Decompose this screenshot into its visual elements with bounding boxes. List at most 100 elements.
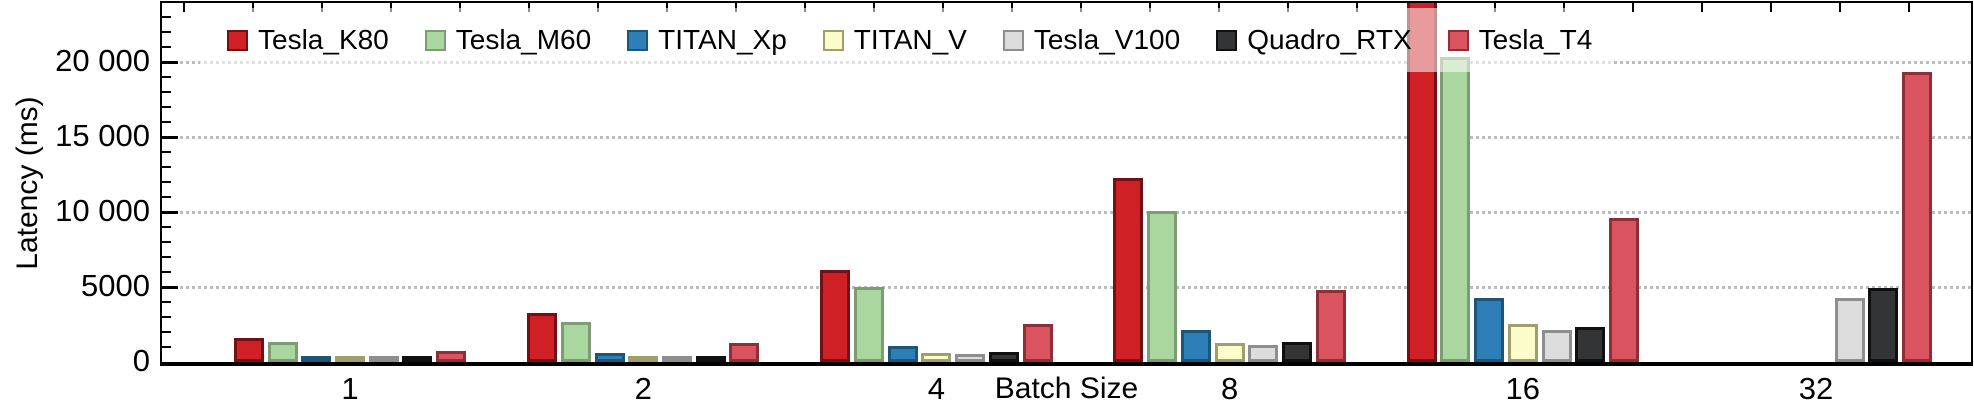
y-tick-label: 15 000 <box>55 118 150 153</box>
legend-swatch-TITAN_Xp <box>627 29 649 51</box>
bar-TITAN_Xp-batch4 <box>888 346 918 362</box>
x-tick-label-batch-2: 2 <box>634 371 652 406</box>
legend-item-Tesla_V100: Tesla_V100 <box>1002 24 1181 55</box>
bar-TITAN_V-batch8 <box>1215 343 1245 362</box>
bar-Quadro_RTX-batch4 <box>989 352 1019 362</box>
bar-Tesla_V100-batch4 <box>955 354 985 362</box>
x-top-tick <box>1839 3 1841 12</box>
legend-label: TITAN_V <box>853 24 967 55</box>
legend-label: Tesla_V100 <box>1033 24 1181 55</box>
legend: Tesla_K80 Tesla_M60 TITAN_Xp TITAN_V Tesla_V… <box>200 8 1613 72</box>
legend-label: Tesla_K80 <box>258 24 389 55</box>
x-top-tick <box>183 3 185 12</box>
gridline <box>162 211 1971 214</box>
x-tick-label-batch-4: 4 <box>927 371 946 406</box>
legend-item-Tesla_T4: Tesla_T4 <box>1447 24 1593 55</box>
bar-Tesla_M60-batch16 <box>1440 57 1470 362</box>
x-top-tick <box>597 3 599 12</box>
y-tick-label: 0 <box>132 343 150 378</box>
y-minor-tick <box>162 301 171 303</box>
legend-swatch-Tesla_T4 <box>1447 29 1469 51</box>
y-minor-tick <box>162 91 171 93</box>
x-top-tick <box>1287 3 1289 12</box>
bar-Quadro_RTX-batch1 <box>402 356 432 362</box>
legend-swatch-Tesla_V100 <box>1002 29 1024 51</box>
bar-Tesla_T4-batch32 <box>1902 72 1932 362</box>
y-minor-tick <box>162 16 171 18</box>
bar-TITAN_Xp-batch2 <box>595 353 625 362</box>
x-tick-label-batch-8: 8 <box>1220 371 1239 406</box>
bar-TITAN_Xp-batch16 <box>1474 298 1504 362</box>
bar-TITAN_Xp-batch8 <box>1181 330 1211 362</box>
gridline <box>162 286 1971 289</box>
bar-Tesla_M60-batch1 <box>268 342 298 362</box>
legend-item-Quadro_RTX: Quadro_RTX <box>1216 26 1412 54</box>
x-tick-label-batch-1: 1 <box>341 371 359 406</box>
y-tick-label: 20 000 <box>55 43 150 78</box>
bar-Quadro_RTX-batch16 <box>1575 327 1605 362</box>
bar-Tesla_T4-batch1 <box>436 351 466 362</box>
bar-Tesla_M60-batch2 <box>561 322 591 362</box>
y-major-tick <box>162 136 178 139</box>
bar-Tesla_K80-batch4 <box>820 270 850 362</box>
x-top-tick <box>1563 3 1565 12</box>
legend-label: Tesla_M60 <box>455 24 592 55</box>
bar-Tesla_V100-batch32 <box>1835 298 1865 362</box>
bar-TITAN_V-batch1 <box>335 356 365 362</box>
bar-Tesla_M60-batch4 <box>854 287 884 362</box>
x-top-tick <box>735 3 737 12</box>
x-top-tick <box>1632 3 1634 12</box>
bar-TITAN_Xp-batch1 <box>301 356 331 362</box>
x-top-tick <box>1770 3 1772 12</box>
x-axis-title: Batch Size <box>994 372 1139 405</box>
legend-label: TITAN_Xp <box>658 24 787 55</box>
x-top-tick <box>252 3 254 12</box>
bar-Tesla_T4-batch4 <box>1023 324 1053 362</box>
legend-swatch-TITAN_V <box>822 29 844 51</box>
bar-Tesla_T4-batch8 <box>1316 290 1346 362</box>
y-minor-tick <box>162 181 171 183</box>
bar-Tesla_V100-batch1 <box>369 356 399 362</box>
x-top-tick <box>390 3 392 12</box>
y-minor-tick <box>162 46 171 48</box>
legend-item-TITAN_Xp: TITAN_Xp <box>627 26 787 54</box>
x-tick-label-batch-16: 16 <box>1505 371 1541 406</box>
y-minor-tick <box>162 151 171 153</box>
y-minor-tick <box>162 316 171 318</box>
bar-Tesla_M60-batch8 <box>1147 211 1177 362</box>
y-major-tick <box>162 286 178 289</box>
bar-Tesla_K80-batch1 <box>234 338 264 362</box>
x-tick-label-batch-32: 32 <box>1798 371 1834 406</box>
y-minor-tick <box>162 76 171 78</box>
legend-swatch-Tesla_K80 <box>227 29 248 51</box>
x-top-tick <box>1080 3 1082 12</box>
y-minor-tick <box>162 346 171 348</box>
y-minor-tick <box>162 106 171 108</box>
legend-item-Tesla_M60: Tesla_M60 <box>424 24 592 55</box>
x-top-tick <box>873 3 875 12</box>
x-top-tick <box>804 3 806 12</box>
y-major-tick <box>162 211 178 214</box>
x-top-tick <box>1011 3 1013 12</box>
y-minor-tick <box>162 241 171 243</box>
x-top-tick <box>1494 3 1496 12</box>
x-top-tick <box>1701 3 1703 12</box>
bar-Tesla_T4-batch2 <box>729 343 759 362</box>
x-top-tick <box>1908 3 1910 12</box>
x-top-tick <box>1356 3 1358 12</box>
x-top-tick <box>1149 3 1151 12</box>
bar-Tesla_V100-batch8 <box>1248 345 1278 362</box>
x-top-tick <box>666 3 668 12</box>
bar-TITAN_V-batch2 <box>628 356 658 362</box>
bar-Tesla_V100-batch2 <box>662 356 692 362</box>
x-top-tick <box>321 3 323 12</box>
x-top-tick <box>528 3 530 12</box>
y-minor-tick <box>162 31 171 33</box>
y-minor-tick <box>162 196 171 198</box>
y-major-tick <box>162 61 178 64</box>
y-minor-tick <box>162 121 171 123</box>
plot-frame: Tesla_K80 Tesla_M60 TITAN_Xp TITAN_V Tesla_V… <box>160 1 1973 366</box>
bar-Quadro_RTX-batch8 <box>1282 342 1312 362</box>
bar-Quadro_RTX-batch32 <box>1868 288 1898 362</box>
legend-label: Tesla_T4 <box>1478 24 1593 55</box>
